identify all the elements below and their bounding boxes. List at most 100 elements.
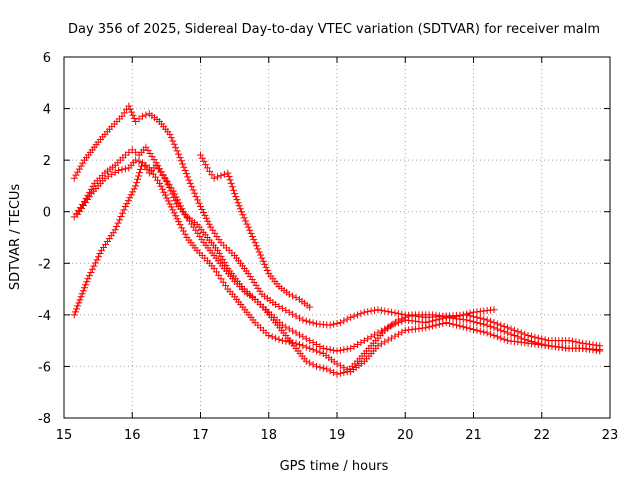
data-point	[133, 179, 141, 187]
data-point	[87, 268, 95, 276]
data-point	[180, 163, 188, 171]
data-point	[452, 321, 460, 329]
data-point	[214, 173, 222, 181]
data-point	[173, 215, 181, 223]
data-point	[129, 188, 137, 196]
data-point	[252, 242, 260, 250]
data-point	[170, 209, 178, 217]
data-point	[71, 308, 79, 316]
data-point	[85, 272, 93, 280]
data-point	[507, 330, 515, 338]
data-point	[77, 162, 85, 170]
data-point	[357, 310, 365, 318]
data-point	[80, 284, 88, 292]
data-point	[179, 227, 187, 235]
data-point	[398, 315, 406, 323]
data-point	[142, 111, 150, 119]
data-point	[333, 370, 341, 378]
data-point	[254, 245, 262, 253]
series-track-c	[70, 159, 604, 376]
data-point	[456, 322, 464, 330]
x-tick-label: 15	[56, 428, 73, 443]
data-point	[172, 144, 180, 152]
y-tick-label: -8	[38, 412, 51, 427]
data-point	[326, 367, 334, 375]
data-point	[285, 308, 293, 316]
data-point	[166, 200, 174, 208]
data-point	[175, 150, 183, 158]
data-point	[128, 108, 136, 116]
data-point	[353, 311, 361, 319]
x-tick-label: 21	[465, 428, 482, 443]
data-point	[75, 299, 83, 307]
data-point	[179, 160, 187, 168]
data-point	[319, 364, 327, 372]
data-point	[473, 319, 481, 327]
data-point	[490, 306, 498, 314]
data-point	[157, 182, 165, 190]
data-point	[115, 166, 123, 174]
data-point	[171, 190, 179, 198]
data-point	[405, 312, 413, 320]
y-tick-labels: -8 -6 -4 -2 0 2 4 6	[38, 51, 51, 427]
data-point	[316, 348, 324, 356]
data-point	[336, 362, 344, 370]
data-point	[439, 319, 447, 327]
data-point	[470, 325, 477, 333]
data-point	[79, 287, 87, 295]
data-point	[178, 224, 186, 232]
data-point	[275, 335, 283, 343]
data-point	[172, 193, 180, 201]
data-point	[480, 320, 488, 328]
data-point	[75, 165, 83, 173]
data-point	[592, 346, 600, 354]
data-point	[364, 335, 372, 343]
data-point	[466, 309, 474, 317]
data-point	[459, 311, 467, 319]
data-point	[170, 140, 178, 148]
data-point	[70, 311, 78, 319]
data-point	[463, 324, 471, 332]
data-point	[340, 346, 348, 354]
data-point	[572, 338, 580, 346]
data-point	[244, 223, 252, 231]
data-point	[201, 211, 209, 219]
data-point	[114, 219, 122, 227]
data-point	[233, 196, 241, 204]
data-point	[497, 326, 505, 334]
data-point	[377, 340, 385, 348]
data-point	[240, 214, 248, 222]
data-point	[74, 168, 82, 176]
data-point	[429, 322, 437, 330]
data-point	[316, 363, 324, 371]
data-point	[197, 203, 204, 211]
data-point	[347, 313, 355, 321]
data-point	[336, 346, 344, 354]
data-point	[224, 169, 232, 177]
x-tick-label: 19	[329, 428, 346, 443]
data-point	[219, 255, 227, 263]
data-point	[292, 329, 300, 337]
data-point	[188, 183, 196, 191]
data-point	[289, 292, 297, 300]
data-point	[123, 200, 131, 208]
data-point	[169, 187, 177, 195]
data-point	[500, 328, 508, 336]
data-point	[456, 312, 464, 320]
data-point	[257, 251, 265, 259]
x-tick-label: 17	[192, 428, 209, 443]
x-tick-label: 23	[602, 428, 619, 443]
data-point	[381, 338, 389, 346]
data-point	[214, 246, 222, 254]
data-point	[367, 307, 375, 315]
data-point	[330, 368, 338, 376]
data-point	[217, 252, 225, 260]
data-point	[181, 230, 189, 238]
data-point	[326, 321, 334, 329]
data-point	[371, 331, 379, 339]
data-point	[295, 314, 303, 322]
x-tick-label: 18	[260, 428, 277, 443]
data-point	[227, 179, 235, 187]
data-point	[173, 147, 181, 155]
